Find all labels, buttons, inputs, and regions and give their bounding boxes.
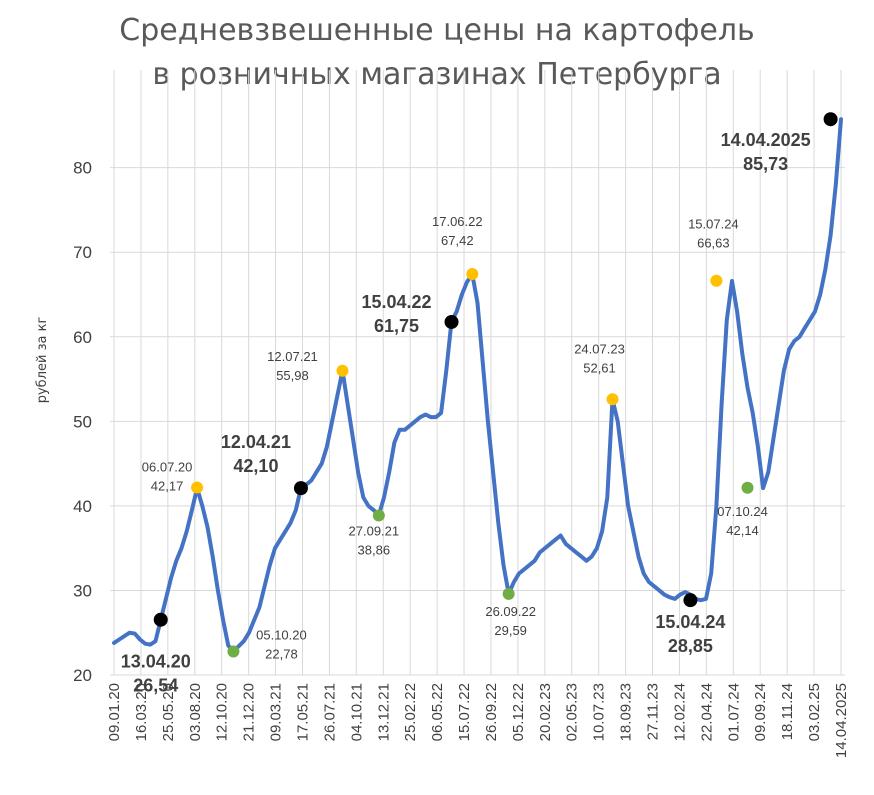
marker-yellow (191, 481, 204, 494)
y-tick-label: 40 (73, 497, 92, 516)
marker-green (741, 481, 754, 494)
x-tick-label: 21.12.20 (241, 683, 258, 741)
annotation-value: 85,73 (743, 154, 788, 174)
x-tick-label: 14.04.2025 (833, 683, 850, 758)
annotation-value: 66,63 (697, 236, 730, 251)
x-tick-label: 09.01.20 (106, 683, 123, 741)
annotation-date: 13.04.20 (121, 652, 191, 672)
y-tick-labels: 20 30 40 50 60 70 80 (73, 159, 92, 685)
marker-black (293, 481, 308, 496)
gridlines (110, 70, 845, 676)
x-tick-label: 03.02.25 (806, 683, 823, 741)
annotation-date: 12.04.21 (221, 432, 291, 452)
marker-yellow (710, 274, 723, 287)
x-tick-label: 12.02.24 (671, 683, 688, 741)
marker-green (372, 509, 385, 522)
y-axis-label: рублей за кг (35, 317, 50, 404)
chart-title-line-1: Средневзвешенные цены на картофель (119, 13, 754, 48)
y-tick-label: 50 (73, 412, 92, 431)
x-tick-label: 09.03.21 (268, 683, 285, 741)
annotation-date: 05.10.20 (256, 627, 307, 642)
x-tick-label: 13.12.21 (375, 683, 392, 741)
x-tick-label: 06.05.22 (429, 683, 446, 741)
x-tick-label: 26.09.22 (483, 683, 500, 741)
x-tick-label: 20.02.23 (537, 683, 554, 741)
x-tick-label: 17.05.21 (294, 683, 311, 741)
annotation-date: 17.06.22 (432, 214, 483, 229)
y-tick-label: 20 (73, 666, 92, 685)
x-tick-label: 02.05.23 (564, 683, 581, 741)
marker-green (502, 587, 515, 600)
x-tick-labels: 09.01.20 16.03.20 25.05.20 03.08.20 12.10.20… (106, 683, 850, 758)
annotation-date: 15.04.22 (361, 292, 431, 312)
x-tick-label: 03.08.20 (187, 683, 204, 741)
annotation-value: 61,75 (374, 316, 419, 336)
annotation-value: 42,17 (151, 479, 184, 494)
y-tick-label: 80 (73, 159, 92, 178)
annotation-value: 42,14 (726, 523, 759, 538)
marker-yellow (606, 393, 619, 406)
annotation-value: 28,85 (668, 636, 713, 656)
annotation-date: 15.04.24 (655, 612, 725, 632)
annotation-value: 22,78 (265, 646, 298, 661)
x-tick-label: 18.09.23 (618, 683, 635, 741)
x-tick-label: 12.10.20 (214, 683, 231, 741)
x-tick-label: 01.07.24 (725, 683, 742, 741)
marker-black (153, 612, 168, 627)
y-tick-label: 60 (73, 328, 92, 347)
x-tick-label: 26.07.21 (321, 683, 338, 741)
annotation-value: 52,61 (583, 360, 616, 375)
annotation-date: 26.09.22 (485, 604, 536, 619)
marker-black (823, 112, 838, 127)
annotation-date: 27.09.21 (349, 524, 400, 539)
x-tick-label: 05.12.22 (510, 683, 527, 741)
annotation-value: 42,10 (233, 456, 278, 476)
marker-green (227, 645, 240, 658)
annotation-date: 07.10.24 (717, 504, 768, 519)
annotation-date: 06.07.20 (142, 460, 193, 475)
annotation-date: 15.07.24 (688, 217, 739, 232)
annotation-value: 29,59 (494, 623, 527, 638)
annotation-date: 24.07.23 (574, 341, 625, 356)
series-line (112, 117, 843, 654)
annotation-value: 55,98 (276, 368, 309, 383)
marker-yellow (336, 364, 349, 377)
annotation-value: 38,86 (358, 543, 391, 558)
point-annotations: 13.04.20 26,54 06.07.20 42,17 05.10.20 22,78 1… (121, 130, 811, 696)
x-tick-label: 10.07.23 (591, 683, 608, 741)
marker-black (683, 593, 698, 608)
x-tick-label: 25.05.20 (160, 683, 177, 741)
x-tick-label: 18.11.24 (779, 683, 796, 740)
marker-yellow (466, 268, 479, 281)
annotation-value: 26,54 (133, 676, 178, 696)
x-tick-label: 09.09.24 (752, 683, 769, 741)
annotation-date: 14.04.2025 (721, 130, 811, 150)
annotation-date: 12.07.21 (267, 349, 318, 364)
marker-black (444, 314, 459, 329)
x-tick-label: 16.03.20 (133, 683, 150, 741)
y-tick-label: 30 (73, 581, 92, 600)
point-markers (153, 112, 838, 658)
x-tick-label: 27.11.23 (645, 683, 662, 740)
annotation-value: 67,42 (441, 233, 474, 248)
y-tick-label: 70 (73, 243, 92, 262)
x-tick-label: 22.04.24 (698, 683, 715, 741)
x-tick-label: 25.02.22 (402, 683, 419, 741)
x-tick-label: 04.10.21 (348, 683, 365, 741)
x-tick-label: 15.07.22 (456, 683, 473, 741)
